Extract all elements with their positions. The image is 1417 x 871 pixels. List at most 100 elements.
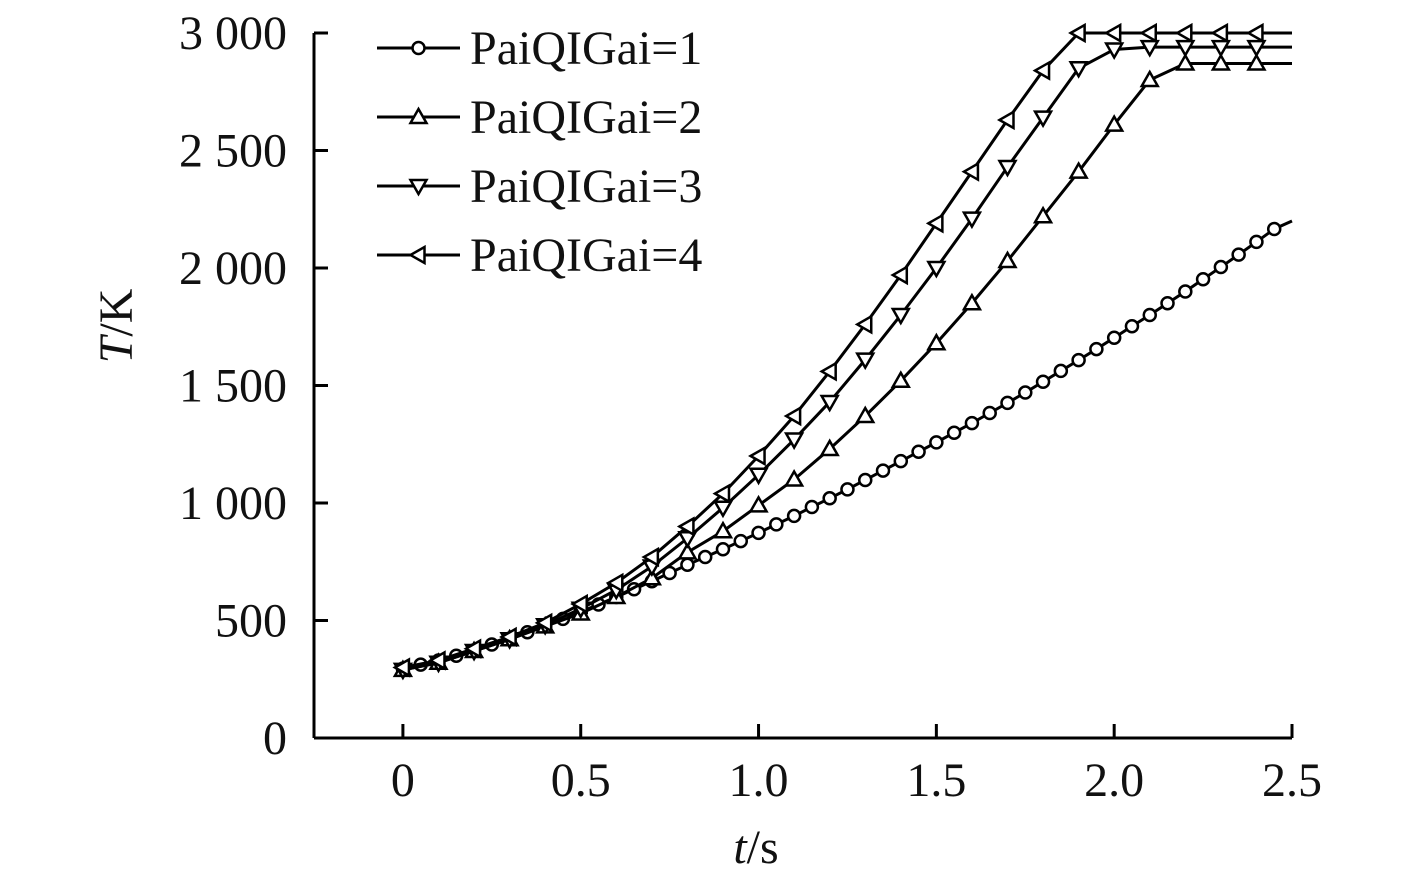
data-point bbox=[463, 638, 482, 659]
data-point bbox=[1139, 69, 1160, 88]
legend: PaiQIGai=1 PaiQIGai=2 PaiQIGai=3 PaiQIGai=4 bbox=[377, 22, 702, 282]
x-tick-label: 2.0 bbox=[1084, 754, 1144, 807]
legend-item-3: PaiQIGai=3 bbox=[377, 160, 702, 213]
data-point bbox=[875, 463, 891, 478]
data-point bbox=[961, 211, 983, 230]
data-point bbox=[1104, 114, 1125, 132]
data-point bbox=[925, 213, 944, 234]
data-point bbox=[427, 650, 446, 671]
data-point bbox=[697, 549, 713, 565]
series-1 bbox=[395, 219, 1293, 676]
legend-label: PaiQIGai=2 bbox=[470, 91, 702, 144]
series-line bbox=[402, 62, 1292, 672]
y-tick-label: 2 500 bbox=[179, 125, 287, 178]
data-point bbox=[499, 626, 517, 648]
data-point bbox=[926, 260, 947, 279]
data-point bbox=[822, 491, 837, 506]
data-point bbox=[854, 314, 873, 335]
legend-marker bbox=[407, 244, 426, 266]
data-point bbox=[769, 517, 784, 532]
legend-label: PaiQIGai=1 bbox=[470, 22, 702, 75]
x-tick-label: 0.5 bbox=[551, 754, 611, 807]
data-point bbox=[926, 332, 947, 351]
data-point bbox=[712, 520, 734, 539]
y-tick-label: 1 000 bbox=[179, 477, 287, 530]
data-point bbox=[570, 593, 588, 615]
x-tick-label: 1.5 bbox=[906, 754, 966, 807]
data-point bbox=[1139, 22, 1157, 44]
data-point bbox=[748, 467, 769, 486]
data-point bbox=[680, 557, 695, 573]
legend-item-1: PaiQIGai=1 bbox=[377, 22, 702, 75]
data-point bbox=[1032, 205, 1054, 224]
data-point bbox=[893, 453, 909, 469]
data-point bbox=[911, 444, 926, 460]
data-point bbox=[748, 445, 766, 467]
data-point bbox=[1139, 39, 1160, 58]
data-point bbox=[1000, 395, 1015, 411]
y-axis-var: T bbox=[90, 333, 143, 363]
data-point bbox=[715, 542, 731, 557]
data-point bbox=[929, 435, 944, 450]
data-point bbox=[1175, 39, 1196, 58]
data-point bbox=[997, 159, 1018, 178]
axes: 0 500 1 000 1 500 2 000 2 500 3 000 0 0.5 1.0 1.5 2… bbox=[179, 7, 1322, 807]
legend-label: PaiQIGai=4 bbox=[470, 229, 702, 282]
x-axis-title: t/s bbox=[733, 821, 778, 871]
y-tick-label: 500 bbox=[215, 595, 287, 648]
data-point bbox=[961, 292, 983, 311]
data-point bbox=[392, 657, 411, 678]
data-point bbox=[1018, 385, 1033, 400]
legend-item-2: PaiQIGai=2 bbox=[377, 91, 702, 144]
data-point bbox=[1231, 247, 1246, 262]
legend-marker bbox=[411, 40, 426, 56]
data-point bbox=[1178, 284, 1193, 299]
x-tick-label: 0 bbox=[391, 754, 415, 807]
x-axis-unit: /s bbox=[747, 821, 779, 871]
data-point bbox=[783, 405, 802, 427]
data-point bbox=[819, 394, 840, 413]
legend-marker bbox=[408, 106, 429, 125]
x-tick-label: 1.0 bbox=[729, 754, 789, 807]
series-2 bbox=[392, 53, 1292, 678]
data-point bbox=[997, 250, 1018, 269]
data-point bbox=[1142, 307, 1157, 323]
data-point bbox=[1035, 374, 1051, 389]
data-point bbox=[840, 482, 855, 497]
series-layer bbox=[392, 22, 1293, 681]
data-point bbox=[1210, 39, 1232, 58]
data-point bbox=[1071, 352, 1086, 368]
y-tick-label: 0 bbox=[263, 712, 287, 765]
data-point bbox=[1246, 39, 1267, 58]
data-point bbox=[1104, 42, 1125, 60]
x-axis-var: t bbox=[733, 821, 748, 871]
data-point bbox=[641, 567, 663, 586]
data-point bbox=[712, 500, 734, 519]
data-point bbox=[1089, 341, 1104, 357]
data-point bbox=[946, 425, 962, 440]
data-point bbox=[1053, 363, 1069, 379]
legend-label: PaiQIGai=3 bbox=[470, 160, 702, 213]
y-tick-label: 3 000 bbox=[179, 7, 287, 60]
data-point bbox=[1103, 22, 1122, 44]
data-point bbox=[890, 370, 911, 389]
data-point bbox=[996, 109, 1015, 131]
data-point bbox=[1068, 61, 1089, 79]
data-point bbox=[1032, 110, 1054, 129]
data-point bbox=[751, 525, 766, 541]
data-point bbox=[1124, 319, 1140, 334]
data-point bbox=[1032, 60, 1051, 81]
data-point bbox=[890, 307, 911, 326]
y-tick-label: 1 500 bbox=[179, 360, 287, 413]
data-point bbox=[733, 533, 749, 549]
data-point bbox=[1195, 272, 1211, 287]
data-point bbox=[1210, 22, 1229, 44]
data-point bbox=[1068, 22, 1086, 44]
data-point bbox=[1245, 22, 1264, 44]
data-point bbox=[1174, 22, 1193, 44]
data-point bbox=[1210, 53, 1232, 71]
data-point bbox=[1266, 221, 1282, 237]
series-line bbox=[402, 219, 1293, 671]
data-point bbox=[819, 438, 840, 457]
